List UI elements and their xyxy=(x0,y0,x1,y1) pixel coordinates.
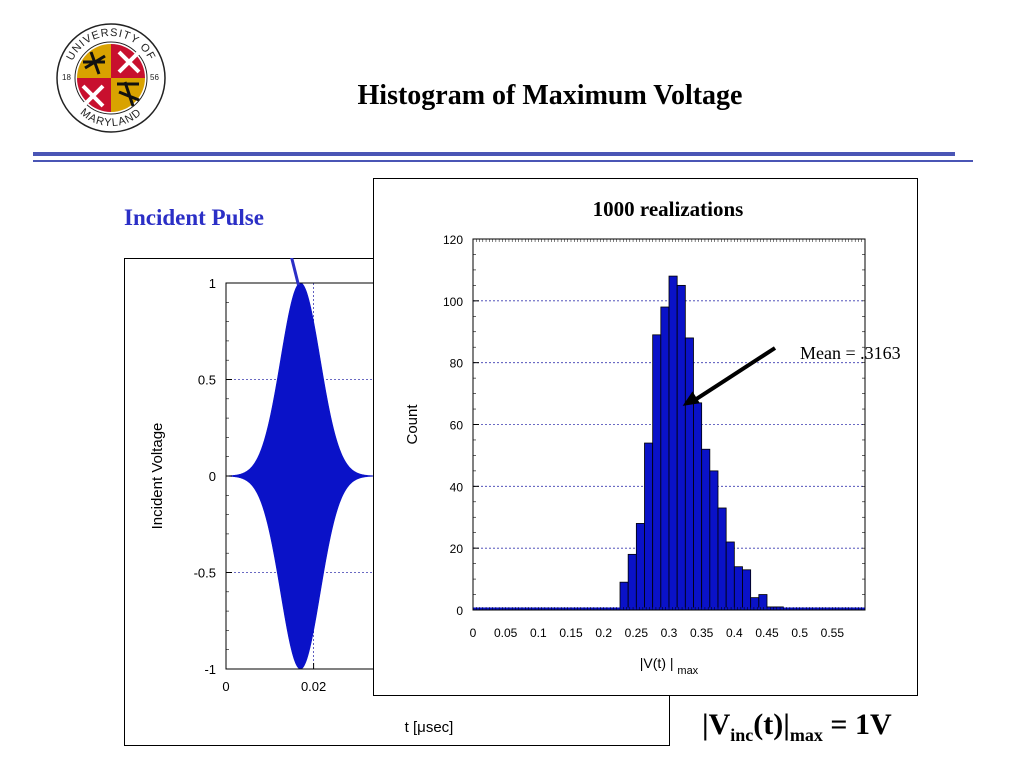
equation-part-open: |V xyxy=(702,708,731,741)
mean-arrow-head xyxy=(682,391,700,406)
x-axis-label-main: |V(t) | xyxy=(640,655,674,671)
y-tick-label: -1 xyxy=(204,662,216,677)
y-tick-label: 80 xyxy=(450,357,464,371)
x-tick-label: 0.5 xyxy=(791,626,808,640)
histogram-bar xyxy=(627,553,637,611)
mean-arrow xyxy=(695,346,777,401)
x-tick-label: 0.4 xyxy=(726,626,743,640)
histogram-bar xyxy=(733,566,743,611)
y-tick-label: 0 xyxy=(456,604,463,618)
x-tick-label: 0.02 xyxy=(301,679,326,694)
equation-sub-max: max xyxy=(789,725,823,745)
x-tick-label: 0.55 xyxy=(821,626,845,640)
y-tick-label: 120 xyxy=(443,233,463,247)
histogram-bar xyxy=(619,581,629,611)
histogram-bar xyxy=(676,284,686,611)
x-tick-label: 0.15 xyxy=(559,626,583,640)
histogram-chart: 1000 realizations 0 20 40 60 80 100 120 0 0.05 0… xyxy=(373,178,918,696)
x-tick-label: 0.2 xyxy=(595,626,612,640)
x-axis-label-subscript: max xyxy=(677,665,698,677)
incident-max-equation: |Vinc(t)|max = 1V xyxy=(702,708,892,746)
histogram-bar xyxy=(725,541,735,611)
histogram-bar xyxy=(693,402,703,611)
y-tick-label: -0.5 xyxy=(194,566,216,581)
histogram-bar xyxy=(717,507,727,611)
y-tick-label: 0.5 xyxy=(198,373,216,388)
histogram-bar xyxy=(701,448,711,611)
x-tick-label: 0.35 xyxy=(690,626,714,640)
logo-left-year: 18 xyxy=(62,73,71,82)
y-tick-label: 40 xyxy=(450,480,464,494)
y-tick-label: 20 xyxy=(450,542,464,556)
y-axis-label: Count xyxy=(404,404,421,445)
x-tick-label: 0.25 xyxy=(625,626,649,640)
x-axis-label: |V(t) | max xyxy=(640,655,699,677)
histogram-bar xyxy=(668,275,678,611)
chart-frame xyxy=(373,178,918,696)
x-tick-label: 0.3 xyxy=(661,626,678,640)
mean-annotation: Mean = .3163 xyxy=(800,343,901,363)
y-tick-label: 0 xyxy=(209,469,216,484)
x-tick-label: 0 xyxy=(470,626,477,640)
x-tick-label: 0.1 xyxy=(530,626,547,640)
histogram-bar xyxy=(635,523,645,611)
histogram-bar xyxy=(709,470,719,611)
title-divider-thin xyxy=(33,160,973,162)
histogram-bar xyxy=(644,442,654,611)
equation-part-tail: = 1V xyxy=(822,708,892,741)
histogram-bar xyxy=(660,306,670,611)
x-tick-label: 0.05 xyxy=(494,626,518,640)
y-axis-label: Incident Voltage xyxy=(149,423,166,530)
page-title: Histogram of Maximum Voltage xyxy=(357,80,743,111)
y-tick-label: 60 xyxy=(450,419,464,433)
x-axis-label: t [μsec] xyxy=(405,719,454,736)
histogram-bar xyxy=(684,337,694,611)
y-tick-label: 1 xyxy=(209,276,216,291)
x-tick-label: 0.45 xyxy=(755,626,779,640)
incident-pulse-arrow xyxy=(290,258,300,286)
logo-right-year: 56 xyxy=(150,73,159,82)
incident-pulse-label: Incident Pulse xyxy=(124,205,264,230)
equation-sub-inc: inc xyxy=(730,725,754,745)
title-divider-thick xyxy=(33,152,955,156)
chart-title: 1000 realizations xyxy=(593,197,744,221)
equation-part-mid: (t)| xyxy=(753,708,790,741)
histogram-bar xyxy=(652,334,662,611)
maryland-flag-shield xyxy=(77,44,145,112)
histogram-bar xyxy=(742,569,752,611)
university-seal-logo: UNIVERSITY OF MARYLAND 18 56 xyxy=(56,23,166,133)
y-tick-label: 100 xyxy=(443,295,463,309)
x-tick-label: 0 xyxy=(222,679,229,694)
